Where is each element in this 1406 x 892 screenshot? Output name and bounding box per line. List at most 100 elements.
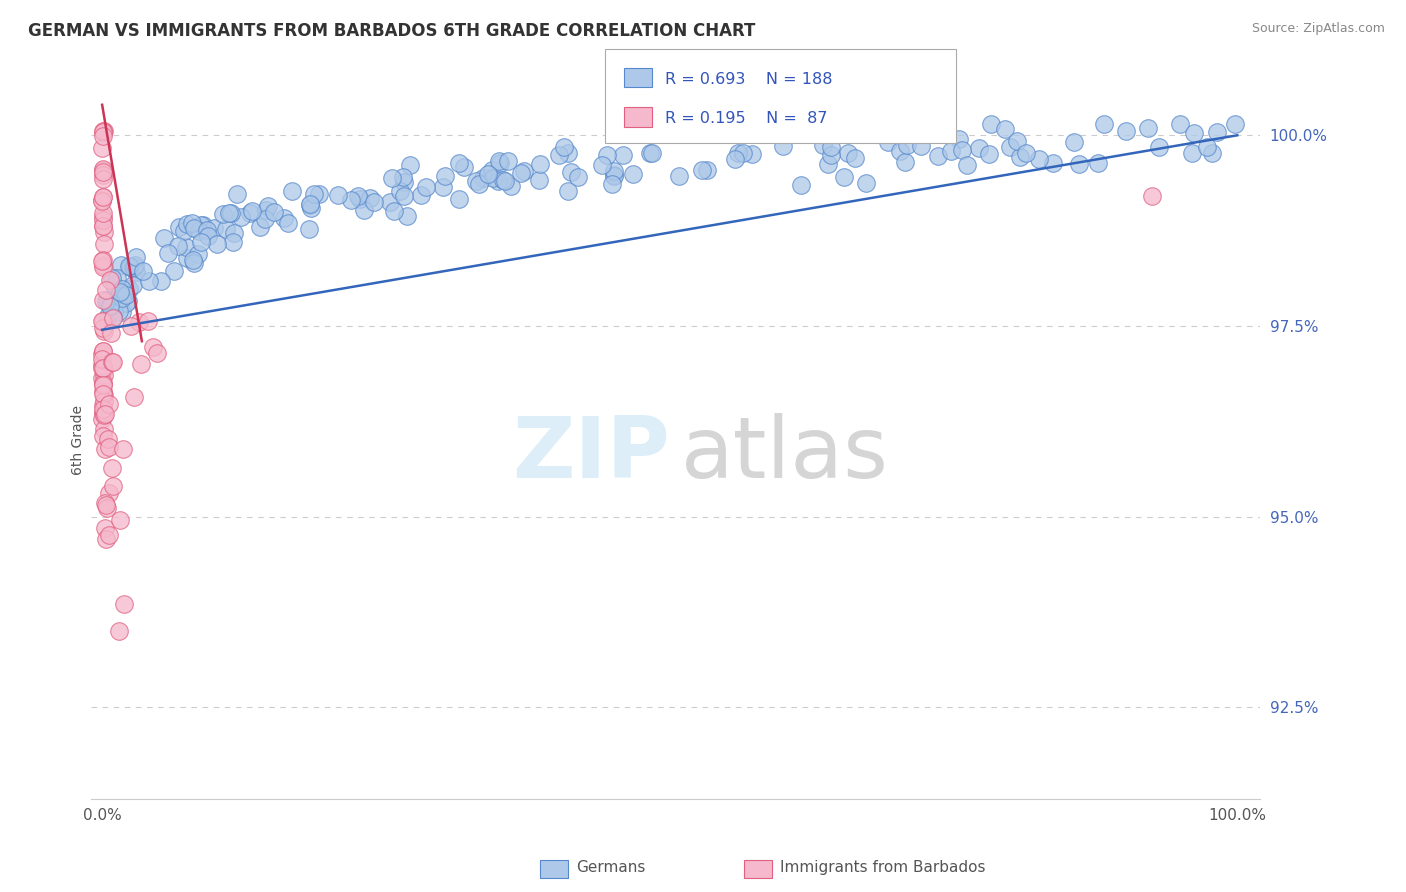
- Point: [103, 278, 125, 293]
- Point: [94, 532, 117, 546]
- Point: [173, 224, 195, 238]
- Point: [91, 212, 114, 227]
- Point: [181, 253, 204, 268]
- Point: [488, 154, 510, 169]
- Point: [432, 180, 454, 194]
- Text: Immigrants from Barbados: Immigrants from Barbados: [780, 861, 986, 875]
- Point: [727, 145, 749, 160]
- Point: [1087, 155, 1109, 169]
- Point: [91, 194, 114, 208]
- Point: [844, 151, 866, 165]
- Point: [120, 260, 142, 274]
- Point: [1028, 152, 1050, 166]
- Point: [101, 270, 124, 285]
- Point: [117, 294, 139, 309]
- Point: [326, 187, 349, 202]
- Point: [668, 169, 690, 184]
- Point: [101, 310, 124, 324]
- Point: [111, 304, 134, 318]
- Point: [91, 376, 114, 390]
- Point: [122, 260, 145, 274]
- Point: [603, 168, 626, 182]
- Point: [176, 251, 198, 265]
- Point: [638, 145, 661, 160]
- Point: [118, 282, 141, 296]
- Point: [142, 340, 165, 354]
- Point: [415, 180, 437, 194]
- Point: [101, 310, 124, 325]
- Point: [1195, 140, 1218, 154]
- Point: [471, 171, 494, 186]
- Point: [811, 138, 834, 153]
- Point: [273, 211, 295, 225]
- Point: [308, 186, 330, 201]
- Point: [190, 218, 212, 232]
- Text: atlas: atlas: [682, 413, 889, 496]
- Point: [108, 624, 131, 639]
- Point: [183, 220, 205, 235]
- Point: [91, 165, 114, 179]
- Point: [215, 222, 238, 236]
- Point: [97, 432, 120, 446]
- Point: [596, 148, 619, 162]
- Point: [591, 158, 613, 172]
- Point: [91, 351, 114, 366]
- Point: [93, 398, 115, 412]
- Point: [91, 293, 114, 308]
- Point: [496, 153, 519, 168]
- Point: [399, 158, 422, 172]
- Point: [557, 184, 579, 198]
- Point: [91, 194, 114, 208]
- Point: [741, 147, 763, 161]
- Point: [492, 173, 515, 187]
- Point: [91, 260, 114, 274]
- Point: [167, 239, 190, 253]
- Point: [998, 140, 1021, 154]
- Point: [449, 156, 471, 170]
- Point: [93, 401, 115, 416]
- Point: [122, 261, 145, 276]
- Point: [91, 190, 114, 204]
- Point: [1115, 124, 1137, 138]
- Point: [465, 174, 488, 188]
- Point: [122, 390, 145, 404]
- Point: [896, 138, 918, 153]
- Point: [1181, 146, 1204, 161]
- Point: [388, 184, 411, 198]
- Point: [110, 258, 132, 272]
- Point: [724, 153, 747, 167]
- Point: [820, 140, 842, 154]
- Point: [837, 145, 859, 160]
- Point: [967, 141, 990, 155]
- Point: [529, 156, 551, 170]
- Point: [91, 405, 114, 419]
- Point: [218, 206, 240, 220]
- Point: [98, 486, 121, 500]
- Point: [501, 178, 523, 193]
- Point: [277, 216, 299, 230]
- Point: [97, 296, 120, 310]
- Point: [197, 229, 219, 244]
- Point: [98, 397, 121, 411]
- Point: [603, 169, 626, 183]
- Point: [353, 202, 375, 217]
- Point: [149, 274, 172, 288]
- Point: [176, 217, 198, 231]
- Point: [477, 167, 499, 181]
- Point: [97, 527, 120, 541]
- Point: [93, 123, 115, 137]
- Point: [600, 177, 623, 191]
- Point: [128, 315, 150, 329]
- Point: [103, 479, 125, 493]
- Point: [91, 252, 114, 267]
- Point: [553, 140, 575, 154]
- Point: [468, 177, 491, 191]
- Point: [93, 237, 115, 252]
- Point: [980, 117, 1002, 131]
- Point: [298, 197, 321, 211]
- Point: [621, 167, 644, 181]
- Point: [205, 236, 228, 251]
- Point: [253, 211, 276, 226]
- Point: [1136, 121, 1159, 136]
- Point: [449, 192, 471, 206]
